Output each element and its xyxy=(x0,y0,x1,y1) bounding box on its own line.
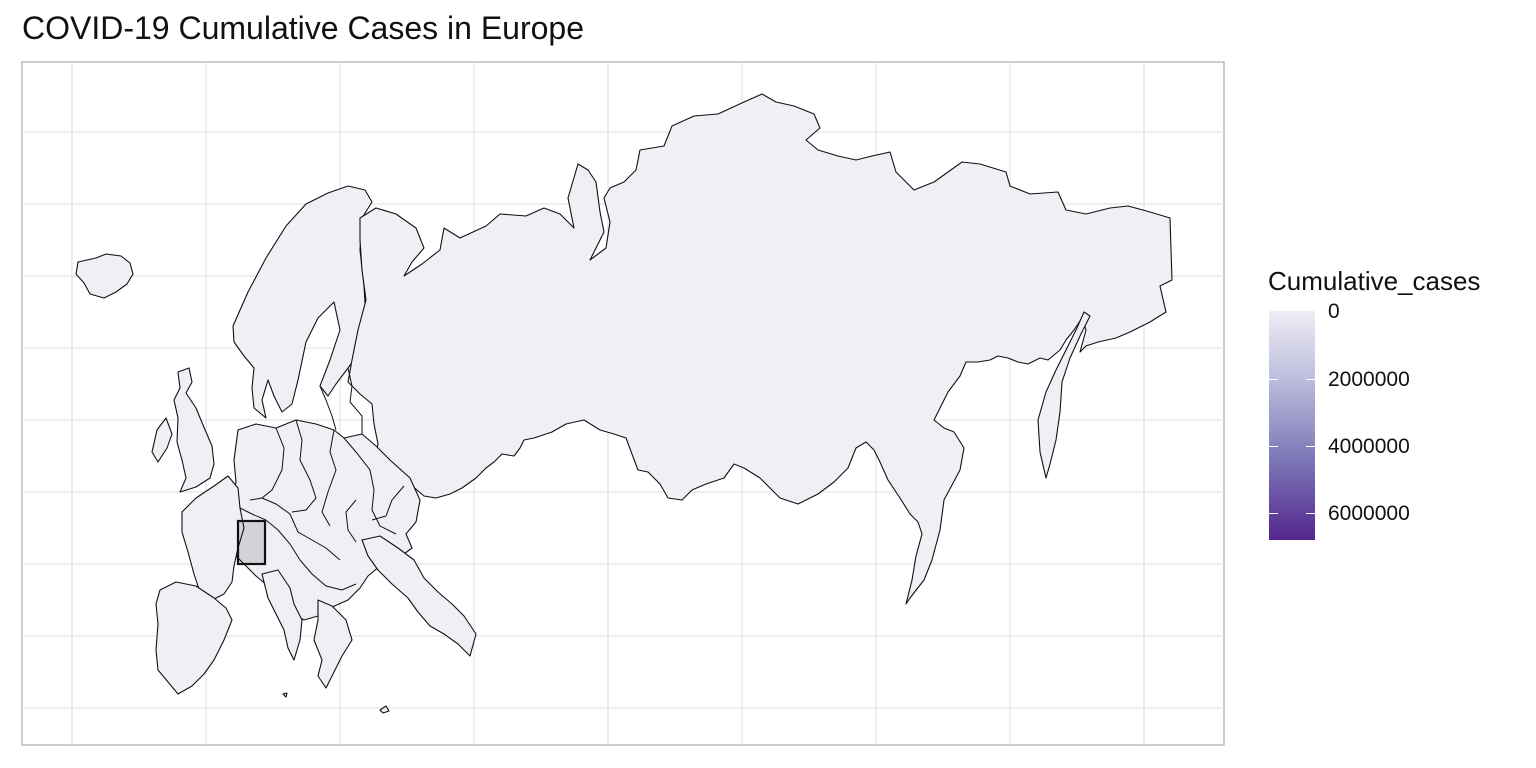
russia-shape xyxy=(347,93,1173,605)
legend-label-4000000: 4000000 xyxy=(1328,435,1410,458)
legend-title: Cumulative_cases xyxy=(1268,266,1481,296)
sakhalin-shape xyxy=(1037,311,1091,479)
great-britain-shape xyxy=(173,367,215,493)
legend-tick-mark xyxy=(1306,513,1315,514)
italy-shape xyxy=(261,569,303,661)
highlight-box xyxy=(236,519,267,566)
scandinavia-shape xyxy=(232,185,373,419)
legend-label-2000000: 2000000 xyxy=(1328,368,1410,391)
legend-label-0: 0 xyxy=(1328,300,1340,323)
cyprus-shape xyxy=(379,705,390,714)
malta-shape xyxy=(282,692,288,698)
iberia-shape xyxy=(155,581,233,695)
country-shapes xyxy=(75,93,1173,714)
legend-tick-mark xyxy=(1269,379,1278,380)
country-borders xyxy=(239,367,405,591)
ireland-shape xyxy=(151,417,173,463)
iceland-shape xyxy=(75,253,134,299)
legend-tick-mark xyxy=(1269,446,1278,447)
adriatic-coast-shape xyxy=(313,599,353,689)
legend-tick-mark xyxy=(1269,513,1278,514)
france-shape xyxy=(181,475,245,601)
balkans-shape xyxy=(361,535,477,657)
legend-label-6000000: 6000000 xyxy=(1328,502,1410,525)
legend-tick-mark xyxy=(1306,379,1315,380)
legend-tick-mark xyxy=(1306,446,1315,447)
legend-colorbar xyxy=(1269,311,1315,540)
chart-title: COVID-19 Cumulative Cases in Europe xyxy=(22,10,585,46)
